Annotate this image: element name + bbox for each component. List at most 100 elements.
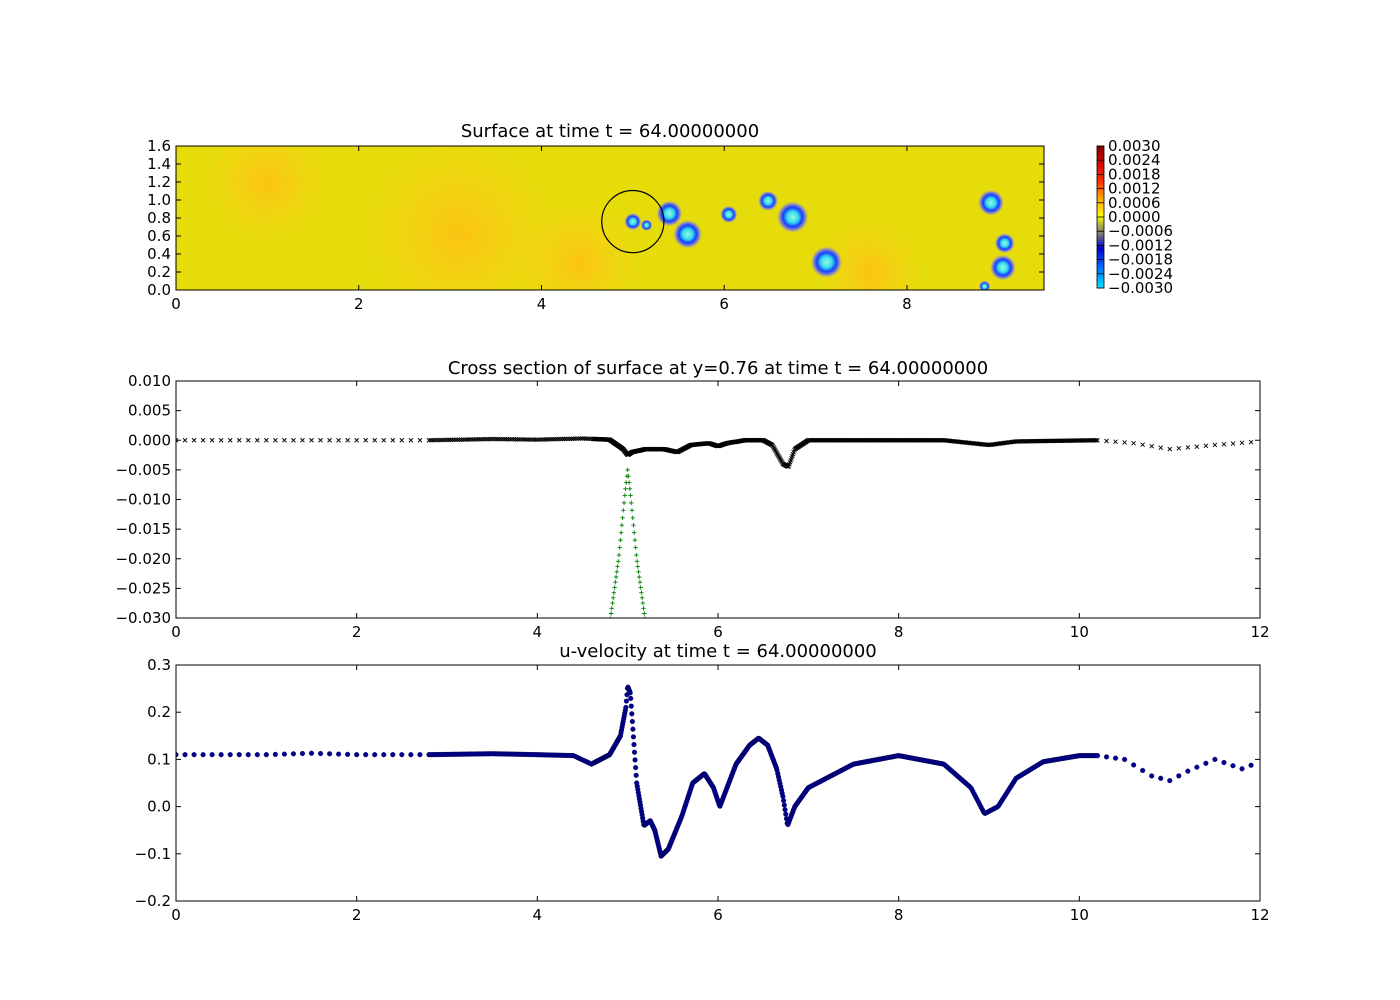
velocity-plot-area — [176, 665, 1260, 901]
reference-profile-point — [620, 515, 625, 520]
cross-section-point — [390, 437, 396, 443]
surface-y-axis: 0.00.20.40.60.81.01.21.41.6 — [147, 137, 1044, 299]
cross-section-point — [558, 436, 564, 442]
cross-section-point — [327, 437, 332, 443]
cross-section-point — [1212, 442, 1218, 448]
cross-section-point — [475, 437, 481, 442]
cross-section-point — [1248, 439, 1254, 445]
cross-section-point — [1176, 445, 1182, 451]
cross-section-point — [1095, 437, 1100, 443]
reference-profile-point — [644, 622, 648, 626]
cross-section-point — [560, 436, 565, 442]
cross-section-point — [300, 437, 305, 443]
surface-panel: Surface at time t = 64.00000000 0 2 4 6 8 0.… — [147, 121, 1045, 313]
y-tick-label: 0.1 — [147, 750, 171, 768]
y-tick-label: 0.010 — [128, 372, 171, 390]
velocity-point — [1230, 763, 1236, 769]
cross-section-point — [1239, 440, 1245, 446]
cross-section-point — [500, 436, 506, 442]
x-tick-label: 8 — [894, 623, 904, 641]
cross-section-point — [509, 437, 515, 442]
reference-profile-point — [613, 574, 619, 580]
cross-section-point — [435, 437, 441, 443]
cross-section-point — [264, 437, 269, 443]
surface-depression — [989, 254, 1017, 281]
cross-section-point — [484, 436, 490, 442]
velocity-point — [408, 752, 414, 758]
y-tick-label: 0.005 — [128, 402, 171, 420]
velocity-point — [1239, 766, 1245, 772]
velocity-point — [630, 726, 636, 732]
colorbar-tick-label: 0.0006 — [1108, 194, 1161, 212]
reference-profile-point — [634, 552, 639, 558]
cross-section-point — [459, 437, 464, 442]
cross-section-point — [469, 437, 475, 442]
reference-profile-point — [619, 523, 625, 528]
cross-section-point — [453, 437, 459, 443]
cross-section-point — [428, 437, 434, 443]
velocity-point — [1167, 778, 1173, 784]
cross-section-point — [563, 436, 569, 442]
velocity-point — [1113, 755, 1119, 761]
cross-section-point — [565, 436, 571, 442]
reference-profile-point — [616, 559, 621, 564]
reference-profile-point — [629, 500, 634, 506]
cross-section-point — [245, 437, 251, 443]
velocity-point — [1131, 762, 1137, 768]
reference-profile-point — [626, 473, 631, 479]
cross-section-point — [1131, 440, 1136, 446]
x-tick-label: 8 — [902, 295, 912, 313]
cross-section-point — [549, 436, 555, 442]
reference-profile-point — [641, 606, 646, 611]
reference-profile-point — [631, 523, 636, 528]
reference-profile-point — [621, 508, 626, 513]
cross-section-point — [282, 437, 287, 443]
y-tick-label: 1.2 — [147, 173, 171, 191]
y-tick-label: 1.4 — [147, 155, 171, 173]
x-tick-label: 4 — [537, 295, 547, 313]
surface-depression — [994, 232, 1015, 254]
cross-section-point — [441, 437, 446, 443]
cross-section-point — [466, 437, 471, 442]
reference-profile-point — [644, 616, 646, 618]
cross-section-point — [578, 436, 584, 441]
velocity-point — [381, 752, 387, 758]
x-tick-label: 2 — [352, 623, 362, 641]
velocity-point — [345, 751, 351, 757]
cross-section-point — [524, 437, 529, 442]
cross-section-point — [489, 436, 495, 442]
velocity-point — [1103, 754, 1110, 760]
x-tick-label: 12 — [1250, 623, 1269, 641]
cross-section-point — [455, 437, 461, 443]
cross-section-point — [556, 436, 562, 442]
cross-section-point — [554, 436, 560, 442]
reference-profile-point — [618, 530, 624, 535]
cross-section-point — [531, 437, 537, 442]
cross-section-point — [381, 437, 387, 443]
cross-section-point — [345, 437, 350, 443]
velocity-point — [628, 703, 634, 709]
reference-profile-point — [634, 559, 640, 564]
cross-section-point — [518, 437, 524, 442]
surface-depression — [640, 219, 653, 232]
cross-section-y-axis: 0.010 0.005 0.000 −0.005 −0.010 −0.015 −0.020 −… — [115, 372, 1260, 627]
cross-section-point — [585, 436, 591, 442]
cross-section-point — [482, 436, 488, 442]
cross-section-point — [540, 437, 546, 442]
cross-section-point — [515, 437, 520, 442]
reference-profile-point — [607, 622, 611, 626]
cross-section-point — [399, 437, 405, 443]
reference-profile-point — [632, 537, 638, 543]
velocity-point — [399, 752, 405, 758]
velocity-point — [623, 698, 629, 704]
cross-section-point — [1221, 441, 1227, 447]
velocity-point — [254, 752, 260, 758]
y-tick-label: −0.020 — [115, 550, 171, 568]
cross-section-point — [542, 437, 547, 442]
velocity-point — [308, 750, 315, 756]
reference-profile-point — [613, 580, 618, 585]
reference-profile-point — [617, 545, 622, 550]
reference-profile-point — [621, 500, 627, 506]
colorbar-tick-label: −0.0024 — [1108, 265, 1173, 283]
reference-profile-point — [639, 590, 644, 595]
